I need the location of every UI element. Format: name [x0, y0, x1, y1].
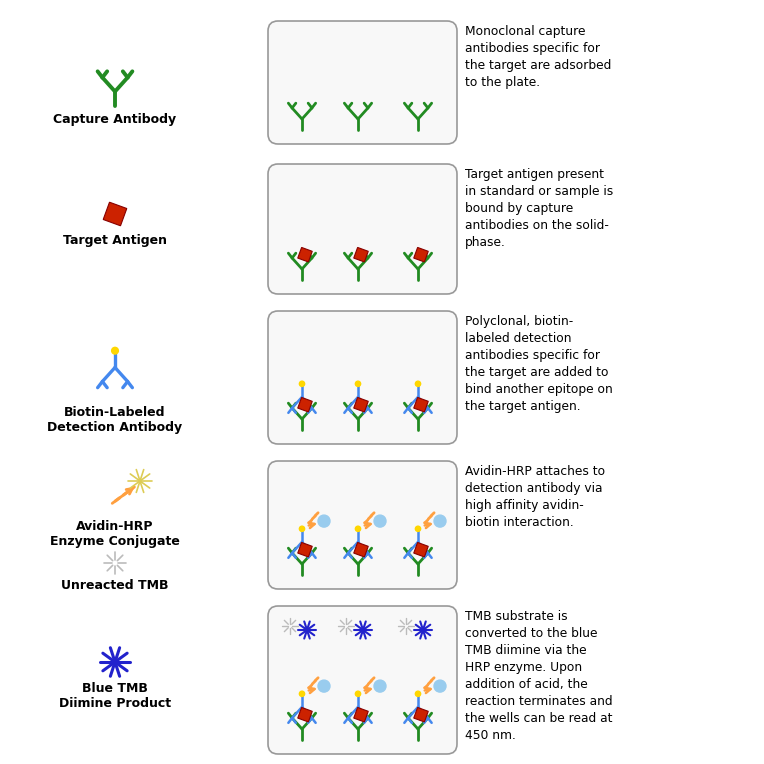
Text: Monoclonal capture
antibodies specific for
the target are adsorbed
to the plate.: Monoclonal capture antibodies specific f… [465, 25, 611, 89]
Circle shape [374, 680, 386, 692]
Polygon shape [298, 397, 312, 412]
Circle shape [416, 526, 421, 532]
Circle shape [299, 526, 305, 532]
Circle shape [318, 680, 330, 692]
Text: Capture Antibody: Capture Antibody [53, 112, 176, 125]
Polygon shape [298, 542, 312, 557]
Polygon shape [298, 248, 312, 262]
Text: Target antigen present
in standard or sample is
bound by capture
antibodies on t: Target antigen present in standard or sa… [465, 168, 613, 249]
Polygon shape [354, 542, 368, 557]
Circle shape [318, 515, 330, 527]
Text: Target Antigen: Target Antigen [63, 234, 167, 247]
Text: Biotin-Labeled
Detection Antibody: Biotin-Labeled Detection Antibody [47, 406, 183, 433]
Text: Avidin-HRP attaches to
detection antibody via
high affinity avidin-
biotin inter: Avidin-HRP attaches to detection antibod… [465, 465, 605, 529]
Circle shape [416, 381, 421, 387]
Circle shape [374, 515, 386, 527]
Polygon shape [414, 542, 429, 557]
FancyBboxPatch shape [268, 606, 457, 754]
FancyBboxPatch shape [268, 461, 457, 589]
Text: Polyclonal, biotin-
labeled detection
antibodies specific for
the target are add: Polyclonal, biotin- labeled detection an… [465, 315, 613, 413]
Circle shape [355, 526, 361, 532]
Circle shape [416, 691, 421, 697]
Circle shape [434, 680, 446, 692]
Polygon shape [354, 248, 368, 262]
FancyBboxPatch shape [268, 21, 457, 144]
Text: Blue TMB
Diimine Product: Blue TMB Diimine Product [59, 682, 171, 710]
Text: Avidin-HRP
Enzyme Conjugate: Avidin-HRP Enzyme Conjugate [50, 520, 180, 548]
Polygon shape [354, 707, 368, 722]
Circle shape [434, 515, 446, 527]
FancyBboxPatch shape [268, 164, 457, 294]
Circle shape [299, 691, 305, 697]
Circle shape [355, 381, 361, 387]
Circle shape [355, 691, 361, 697]
Polygon shape [298, 707, 312, 722]
Text: Unreacted TMB: Unreacted TMB [61, 579, 169, 592]
Polygon shape [414, 248, 429, 262]
Polygon shape [414, 397, 429, 412]
FancyBboxPatch shape [268, 311, 457, 444]
Polygon shape [354, 397, 368, 412]
Polygon shape [103, 202, 127, 226]
Polygon shape [414, 707, 429, 722]
Text: TMB substrate is
converted to the blue
TMB diimine via the
HRP enzyme. Upon
addi: TMB substrate is converted to the blue T… [465, 610, 613, 742]
Circle shape [112, 348, 118, 354]
Circle shape [299, 381, 305, 387]
